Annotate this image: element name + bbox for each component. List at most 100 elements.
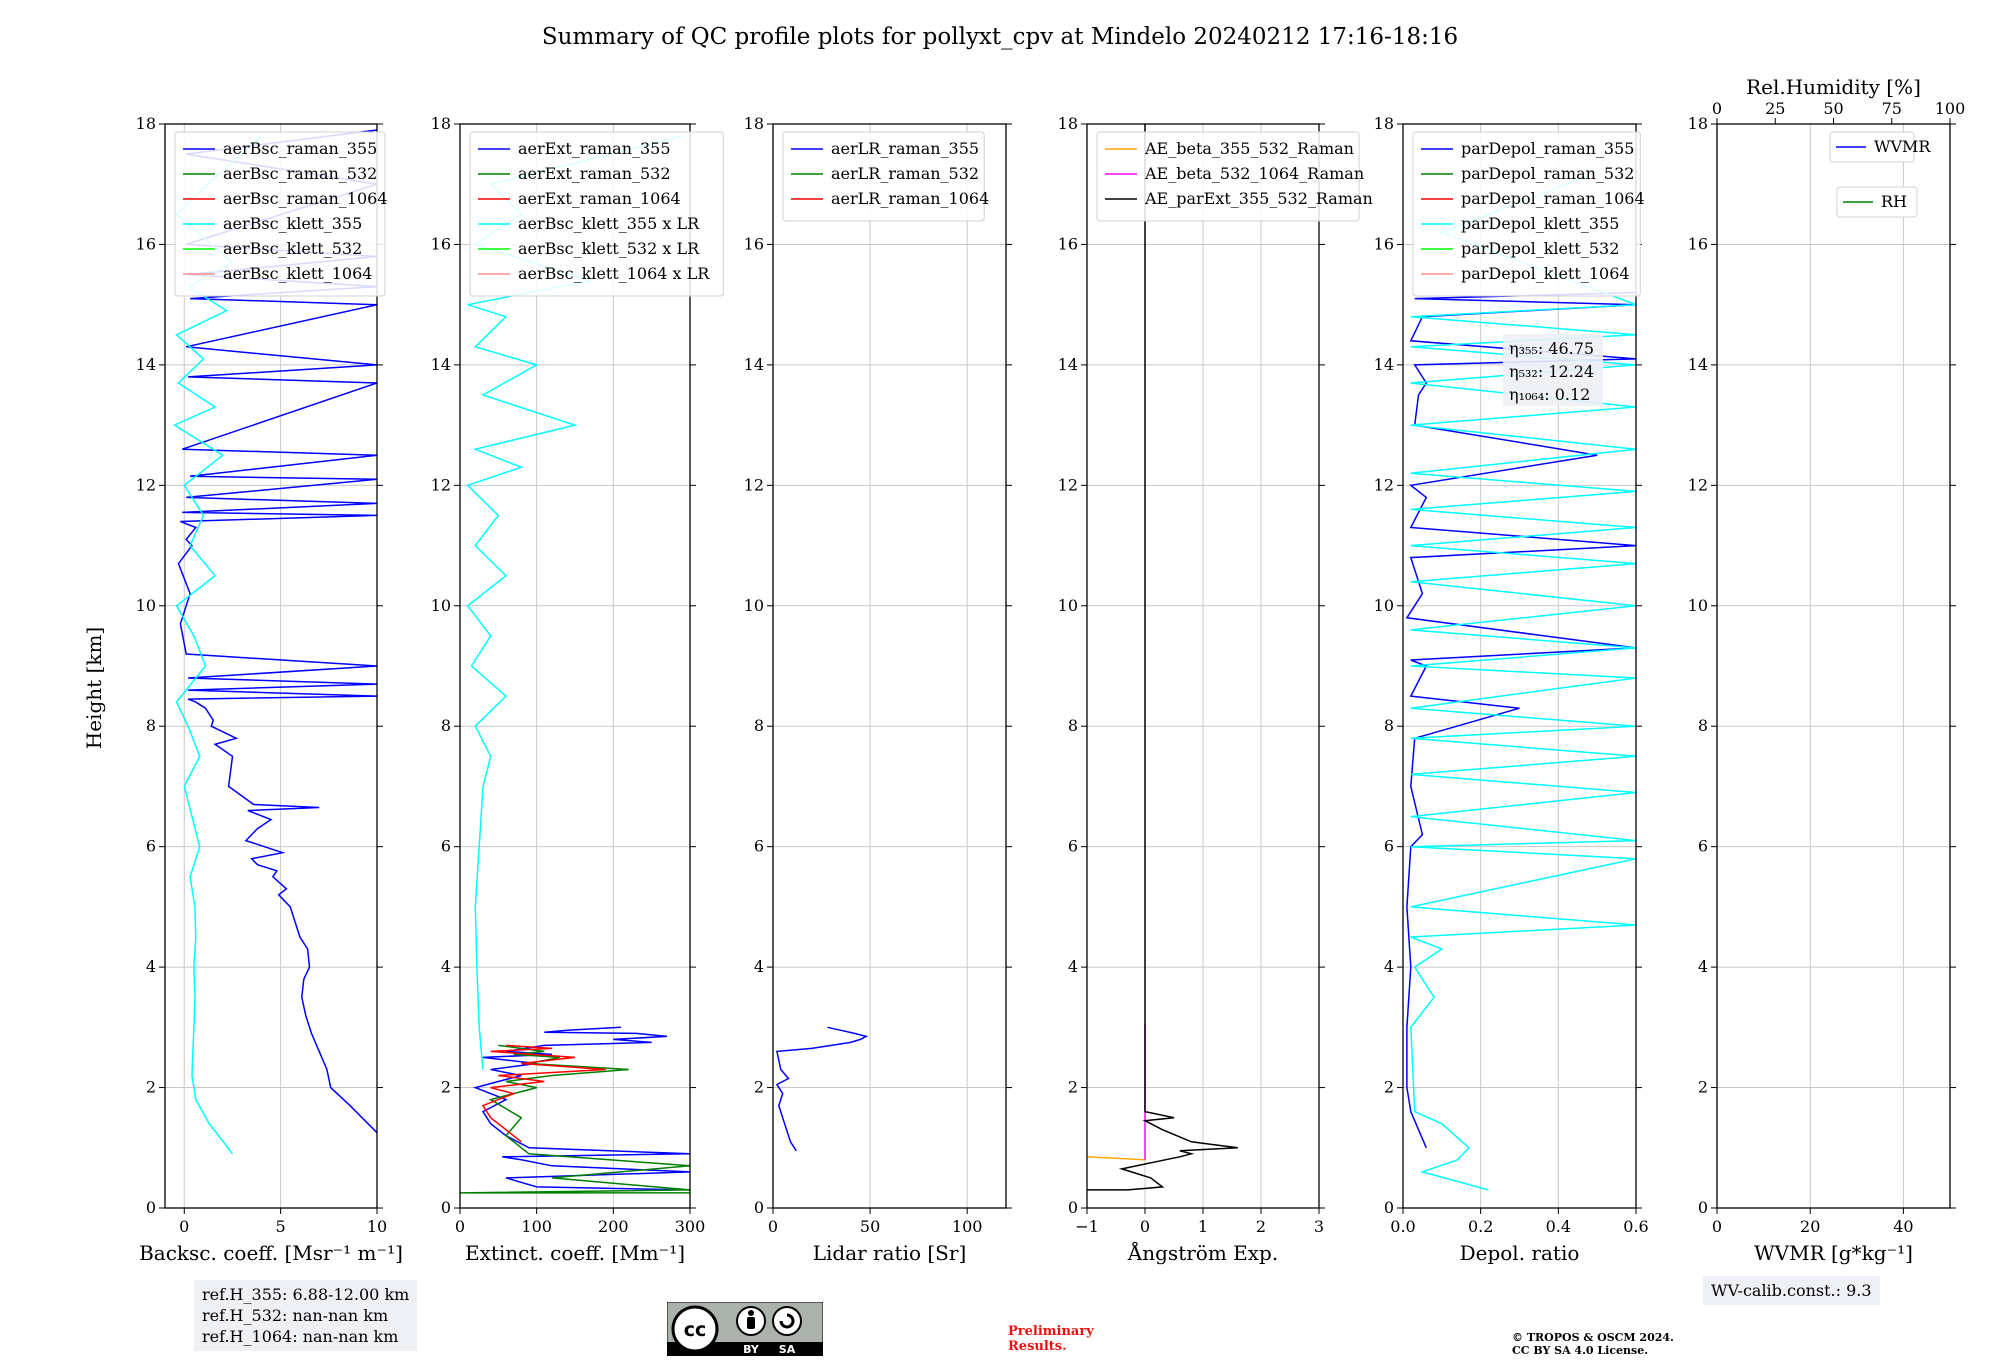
y-tick-label: 14 [744,355,764,374]
preliminary-line-2: Results. [1008,1339,1067,1354]
legend-label: AE_beta_355_532_Raman [1144,139,1354,158]
x-tick-label: 0 [455,1217,465,1236]
attribution-person-icon [747,1310,755,1329]
y-tick-label: 4 [754,957,764,976]
legend-label: aerBsc_klett_532 [223,239,362,258]
x-tick-label: 200 [598,1217,629,1236]
y-tick-label: 16 [744,234,764,253]
x-tick-label: 0.2 [1468,1217,1493,1236]
y-tick-label: 18 [431,114,451,133]
series-parDepol_raman_355 [1405,291,1636,1149]
panel-depol: 0 2 4 6 8 10 12 14 16 18 0.0 0.2 0.4 0.6 Depol. ratio p… [1374,114,1649,1265]
y-tick-label: 4 [441,957,451,976]
legend-label: aerBsc_klett_1064 [223,264,372,283]
y-tick-label: 12 [1688,475,1708,494]
y-tick-label: 2 [1384,1078,1394,1097]
eta-annotation-box [1503,334,1603,406]
legend-label: parDepol_klett_1064 [1461,264,1630,283]
y-tick-label: 12 [136,475,156,494]
eta-annotation: η₃₅₅: 46.75 [1509,339,1594,358]
y-tick-label: 8 [754,716,764,735]
x-tick-label: 100 [952,1217,983,1236]
legend-label: aerLR_raman_532 [831,164,979,183]
y-tick-label: 6 [1068,837,1078,856]
top-x-axis-label: Rel.Humidity [%] [1746,75,1921,99]
y-tick-label: 14 [1374,355,1394,374]
y-tick-label: 4 [146,957,156,976]
legend-label: parDepol_raman_1064 [1461,189,1645,208]
y-tick-label: 8 [1698,716,1708,735]
cc-logo-text: cc [684,1319,707,1341]
top-x-tick-label: 50 [1823,99,1843,118]
top-x-tick-label: 0 [1712,99,1722,118]
y-tick-label: 2 [146,1078,156,1097]
top-x-tick-label: 75 [1882,99,1902,118]
y-tick-label: 8 [1068,716,1078,735]
axes-frame [772,123,1007,1209]
y-tick-label: 12 [1374,475,1394,494]
axes-frame [1402,123,1637,1209]
y-tick-label: 18 [1374,114,1394,133]
y-tick-label: 6 [1384,837,1394,856]
legend-label: aerBsc_klett_355 x LR [518,214,700,233]
legend-box [1829,131,1915,163]
y-tick-label: 0 [146,1198,156,1217]
x-axis-label: WVMR [g*kg⁻¹] [1754,1241,1913,1265]
x-tick-label: 0 [1712,1217,1722,1236]
panel-ext: 0 2 4 6 8 10 12 14 16 18 0 100 200 300 Extinct. coeff.… [431,114,724,1265]
y-tick-label: 16 [431,234,451,253]
panel-bsc: 0 2 4 6 8 10 12 14 16 18 0 5 10 Backsc. coeff. [Msr⁻¹… [136,114,403,1265]
legend-box [782,131,985,222]
y-tick-label: 12 [1058,475,1078,494]
x-tick-label: 0.6 [1623,1217,1648,1236]
top-x-tick-label: 100 [1935,99,1966,118]
legend-label: WVMR [1874,137,1931,156]
legend-label: parDepol_raman_532 [1461,164,1634,183]
x-tick-label: 0.0 [1390,1217,1415,1236]
x-axis-label: Extinct. coeff. [Mm⁻¹] [465,1241,685,1265]
x-tick-label: 3 [1314,1217,1324,1236]
legend-label: aerExt_raman_532 [518,164,671,183]
y-tick-label: 6 [1698,837,1708,856]
y-tick-label: 2 [1698,1078,1708,1097]
series-aerExt_raman_1064 [481,1044,606,1143]
legend-label: aerExt_raman_1064 [518,189,681,208]
x-tick-label: −1 [1075,1217,1099,1236]
x-tick-label: 100 [521,1217,552,1236]
y-tick-label: 12 [431,475,451,494]
legend-label: aerBsc_klett_355 [223,214,362,233]
reference-height-box: ref.H_355: 6.88-12.00 km ref.H_532: nan-… [194,1280,418,1351]
y-tick-label: 16 [1688,234,1708,253]
ref-line-355: ref.H_355: 6.88-12.00 km [202,1285,410,1304]
legend-label: AE_parExt_355_532_Raman [1144,189,1373,208]
x-tick-label: 0.4 [1546,1217,1571,1236]
y-tick-label: 2 [441,1078,451,1097]
copyright-line-1: © TROPOS & OSCM 2024. [1512,1331,1674,1344]
y-tick-label: 2 [754,1078,764,1097]
legend-label: aerBsc_raman_532 [223,164,377,183]
y-tick-label: 4 [1068,957,1078,976]
series-AE_parExt_355_532_Raman [1087,124,1238,1191]
wv-calibration-text: WV-calib.const.: 9.3 [1711,1281,1872,1300]
copyright-note: © TROPOS & OSCM 2024. CC BY SA 4.0 Licen… [1512,1331,1674,1357]
x-tick-label: 0 [768,1217,778,1236]
series-aerLR_raman_355 [775,1026,869,1152]
cc-license-badge: cc BY SA [667,1302,823,1356]
axes-frame [1716,123,1951,1209]
y-tick-label: 10 [1688,596,1708,615]
legend-box [1412,131,1641,297]
x-axis-label: Ångström Exp. [1127,1240,1278,1265]
y-tick-label: 12 [744,475,764,494]
share-alike-icon [779,1313,795,1329]
legend-label: aerLR_raman_1064 [831,189,989,208]
legend-label: aerBsc_raman_355 [223,139,377,158]
x-tick-label: 20 [1800,1217,1820,1236]
y-tick-label: 14 [136,355,156,374]
top-x-tick-label: 25 [1765,99,1785,118]
axes-frame [459,123,691,1209]
y-tick-label: 0 [1068,1198,1078,1217]
y-tick-label: 18 [744,114,764,133]
series-aerBsc_klett_355 [173,135,262,1155]
